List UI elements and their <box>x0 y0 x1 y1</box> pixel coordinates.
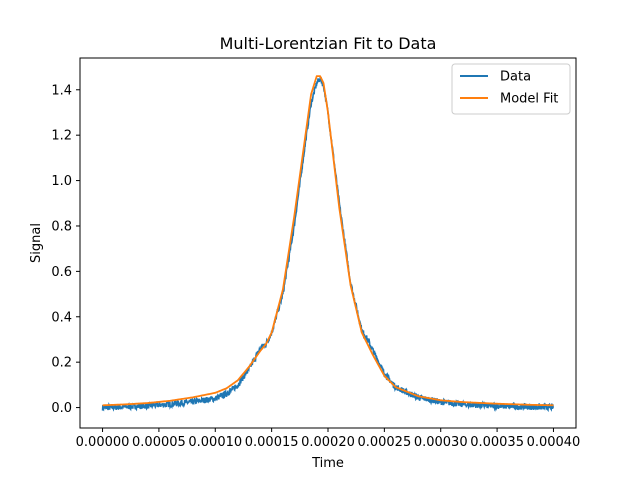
legend-label: Data <box>500 70 531 85</box>
legend-label: Model Fit <box>500 92 558 107</box>
y-tick-label: 0.6 <box>51 265 72 280</box>
y-tick-label: 0.8 <box>51 219 72 234</box>
x-tick-label: 0.00030 <box>414 435 468 450</box>
x-tick-label: 0.00020 <box>301 435 355 450</box>
y-axis-label: Signal <box>29 223 44 263</box>
y-tick-label: 1.2 <box>51 129 72 144</box>
y-tick-label: 0.0 <box>51 401 72 416</box>
x-tick-label: 0.00025 <box>357 435 411 450</box>
x-axis-label: Time <box>311 456 344 471</box>
x-tick-label: 0.00010 <box>188 435 242 450</box>
legend: Data Model Fit <box>451 63 571 115</box>
series-line-model-fit <box>102 75 554 407</box>
y-tick-label: 1.0 <box>51 174 72 189</box>
y-tick-label: 0.2 <box>51 356 72 371</box>
x-tick-label: 0.00015 <box>245 435 299 450</box>
y-tick-label: 1.4 <box>51 83 72 98</box>
x-tick-label: 0.00000 <box>76 435 130 450</box>
x-tick-label: 0.00035 <box>470 435 524 450</box>
x-axis: 0.00000 0.00005 0.00010 0.00015 0.00020 0.000… <box>76 428 581 450</box>
chart-title: Multi-Lorentzian Fit to Data <box>220 34 437 53</box>
x-tick-label: 0.00040 <box>527 435 581 450</box>
y-axis: 0.0 0.2 0.4 0.6 0.8 1.0 1.2 1.4 <box>51 83 80 416</box>
series-layer <box>101 75 554 413</box>
y-tick-label: 0.4 <box>51 310 72 325</box>
x-tick-label: 0.00005 <box>132 435 186 450</box>
